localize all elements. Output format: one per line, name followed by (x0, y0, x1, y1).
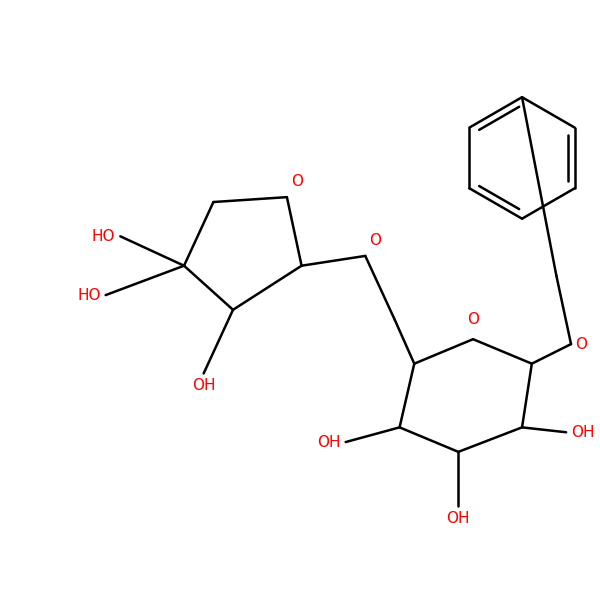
Text: OH: OH (446, 511, 470, 526)
Text: O: O (291, 174, 303, 189)
Text: HO: HO (92, 229, 115, 244)
Text: OH: OH (571, 425, 595, 440)
Text: OH: OH (317, 434, 341, 449)
Text: O: O (467, 313, 479, 328)
Text: O: O (369, 233, 381, 248)
Text: O: O (575, 337, 587, 352)
Text: HO: HO (77, 287, 101, 302)
Text: OH: OH (192, 379, 215, 394)
